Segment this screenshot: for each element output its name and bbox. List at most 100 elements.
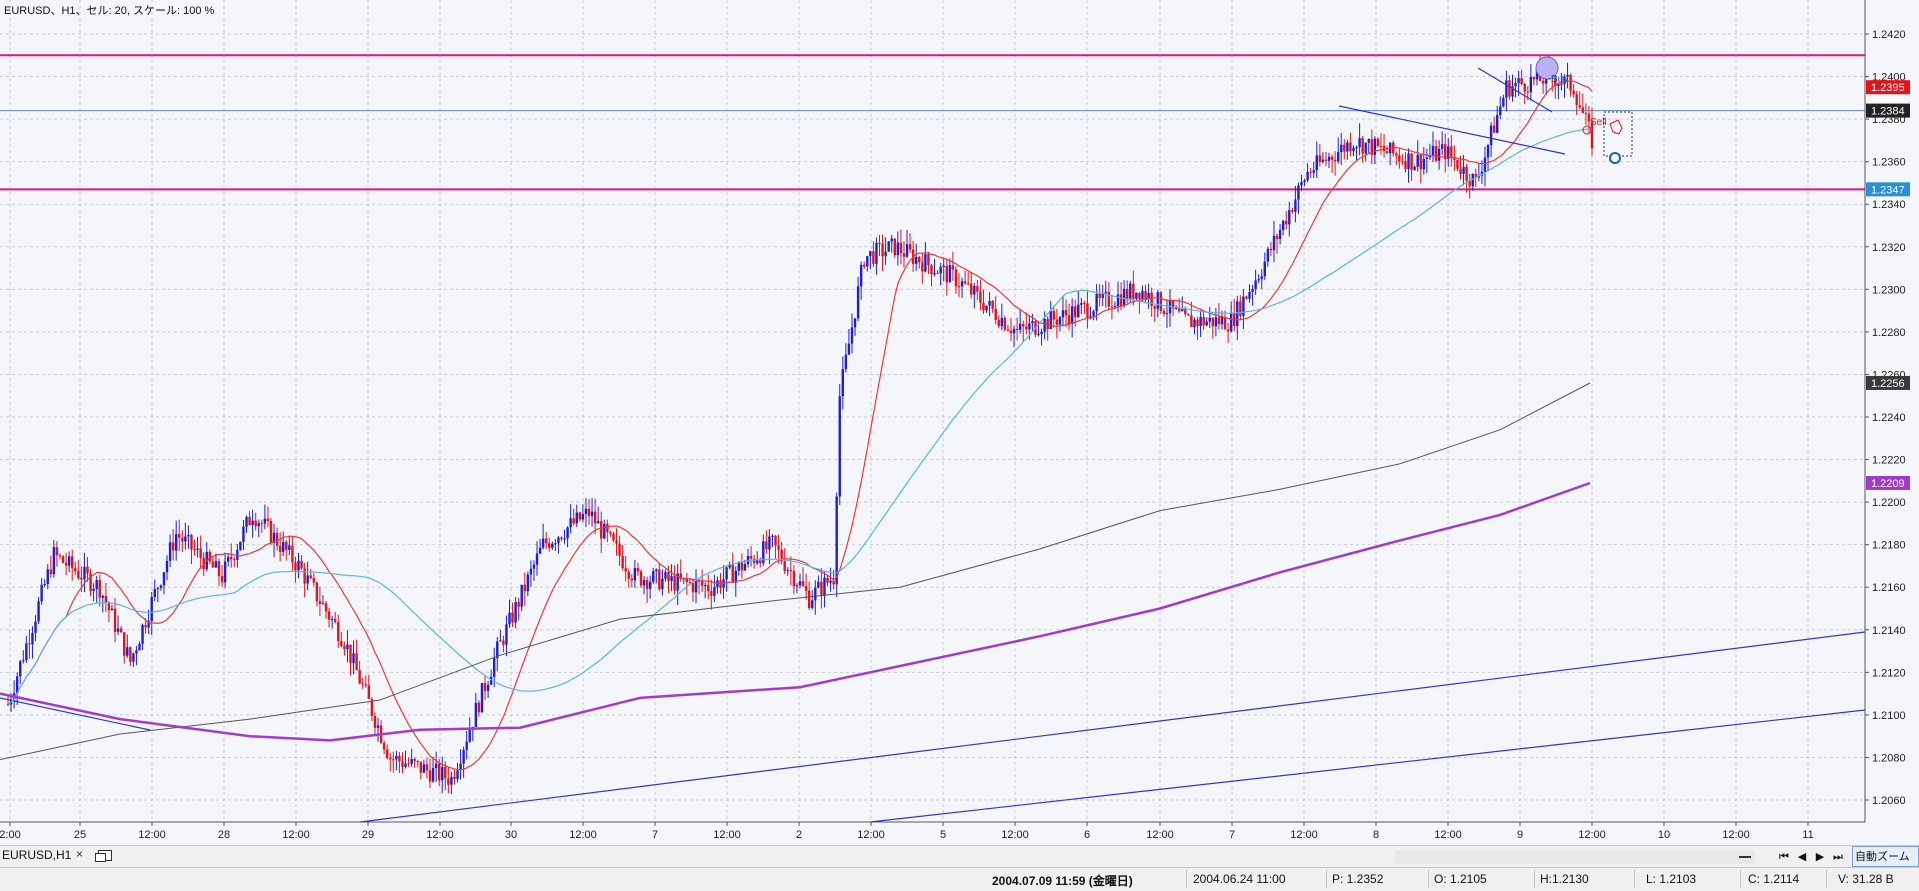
candle-body — [1245, 296, 1248, 299]
candle-body — [976, 285, 979, 292]
trendline-left — [0, 697, 151, 731]
first-bar-icon[interactable]: ⏮ — [1779, 851, 1789, 863]
sell-marker-label: Sell — [1590, 117, 1607, 128]
scroll-left-icon[interactable]: ◀ — [1797, 851, 1807, 863]
moving-average-slow — [0, 382, 1591, 761]
candle-body — [104, 595, 108, 604]
candle-body — [609, 532, 612, 534]
candle-body — [1502, 97, 1505, 107]
candle-body — [957, 286, 961, 288]
candle-body — [1254, 280, 1257, 289]
candle-body — [878, 242, 881, 244]
candle-body — [572, 518, 575, 524]
candle-body — [211, 561, 215, 568]
candle-body — [529, 568, 533, 575]
close-icon[interactable]: × — [76, 847, 84, 861]
candle-body — [954, 269, 958, 287]
candle-body — [1061, 310, 1065, 318]
candle-body — [994, 308, 997, 321]
candle-body — [557, 537, 560, 544]
candle-body — [233, 559, 236, 561]
time-tick-label: 11 — [1802, 829, 1813, 841]
candle-body — [1496, 115, 1499, 133]
candle-body — [1193, 319, 1196, 328]
candle-body — [1003, 318, 1007, 330]
candle-body — [1560, 83, 1563, 85]
candle-body — [1526, 91, 1529, 93]
price-tick-label: 1.2280 — [1872, 327, 1906, 339]
candle-body — [67, 556, 71, 566]
candle-body — [1104, 291, 1107, 294]
candle-body — [630, 578, 634, 581]
candle-body — [1196, 319, 1199, 327]
candle-body — [997, 320, 1000, 327]
price-chart[interactable]: BuySell1.24201.24001.23801.23601.23401.2… — [0, 0, 1919, 845]
status-low: L: 1.2103 — [1646, 872, 1697, 886]
candle-body — [746, 556, 750, 565]
candle-body — [590, 511, 594, 516]
candle-body — [966, 283, 970, 285]
candle-body — [31, 632, 34, 645]
candle-body — [1153, 306, 1156, 309]
candle-body — [1499, 106, 1502, 116]
candle-body — [658, 569, 661, 590]
candle-body — [563, 538, 566, 540]
candle-body — [1141, 291, 1144, 300]
candle-body — [425, 764, 429, 771]
price-tick-label: 1.2140 — [1872, 625, 1906, 637]
candle-body — [98, 580, 101, 598]
candle-body — [1318, 155, 1322, 162]
last-bar-icon[interactable]: ⏭ — [1833, 851, 1843, 863]
candle-body — [181, 537, 184, 542]
window-icon[interactable] — [95, 850, 112, 862]
candle-body — [615, 540, 618, 544]
candle-body — [560, 537, 563, 539]
scroll-right-icon[interactable]: ▶ — [1815, 851, 1825, 863]
time-tick-label: 6 — [1084, 829, 1090, 841]
candle-body — [838, 396, 841, 497]
chart-area[interactable]: Buy Sell 1.2420 1.2400 1.2380 1.2360 1.2340 1.2… — [0, 0, 1919, 845]
candle-body — [1450, 146, 1453, 157]
candle-body — [688, 582, 692, 584]
candle-body — [890, 238, 893, 242]
pattern-line — [1477, 67, 1553, 113]
candle-body — [248, 517, 251, 526]
time-tick-label: 25 — [74, 829, 86, 841]
trendline-lower — [869, 709, 1866, 823]
candle-body — [431, 768, 435, 782]
candle-body — [199, 548, 202, 558]
candle-body — [385, 749, 389, 758]
candle-body — [1138, 292, 1141, 300]
candle-body — [1211, 317, 1215, 327]
candle-body — [58, 555, 62, 557]
trendline-upper — [359, 631, 1866, 823]
candle-body — [648, 581, 652, 589]
candle-body — [1110, 306, 1114, 308]
candle-body — [1086, 303, 1089, 318]
time-tick-label: 12:00 — [1146, 829, 1174, 841]
time-tick-label: 7 — [1229, 829, 1235, 841]
candle-body — [220, 576, 224, 583]
candle-body — [294, 562, 297, 571]
candle-body — [230, 556, 233, 560]
scroll-thumb[interactable] — [1739, 856, 1751, 858]
candle-body — [982, 302, 985, 311]
candle-body — [765, 541, 768, 550]
candle-body — [465, 741, 468, 751]
auto-zoom-button[interactable]: 自動ズーム — [1852, 846, 1919, 867]
candle-body — [1584, 113, 1588, 115]
candle-body — [355, 653, 358, 671]
moving-average-mid — [7, 128, 1593, 705]
moving-average-long — [0, 481, 1591, 742]
chart-tab[interactable]: EURUSD,H1 — [2, 848, 72, 862]
candle-body — [939, 266, 942, 274]
chart-scrollbar[interactable] — [1395, 850, 1755, 864]
candle-body — [850, 327, 854, 344]
candle-body — [1122, 288, 1126, 306]
candle-body — [752, 558, 756, 564]
hand-cursor-icon — [1609, 119, 1623, 135]
candle-body — [661, 578, 664, 590]
candle-body — [260, 523, 264, 525]
divider — [1634, 870, 1635, 888]
divider — [1428, 870, 1429, 888]
